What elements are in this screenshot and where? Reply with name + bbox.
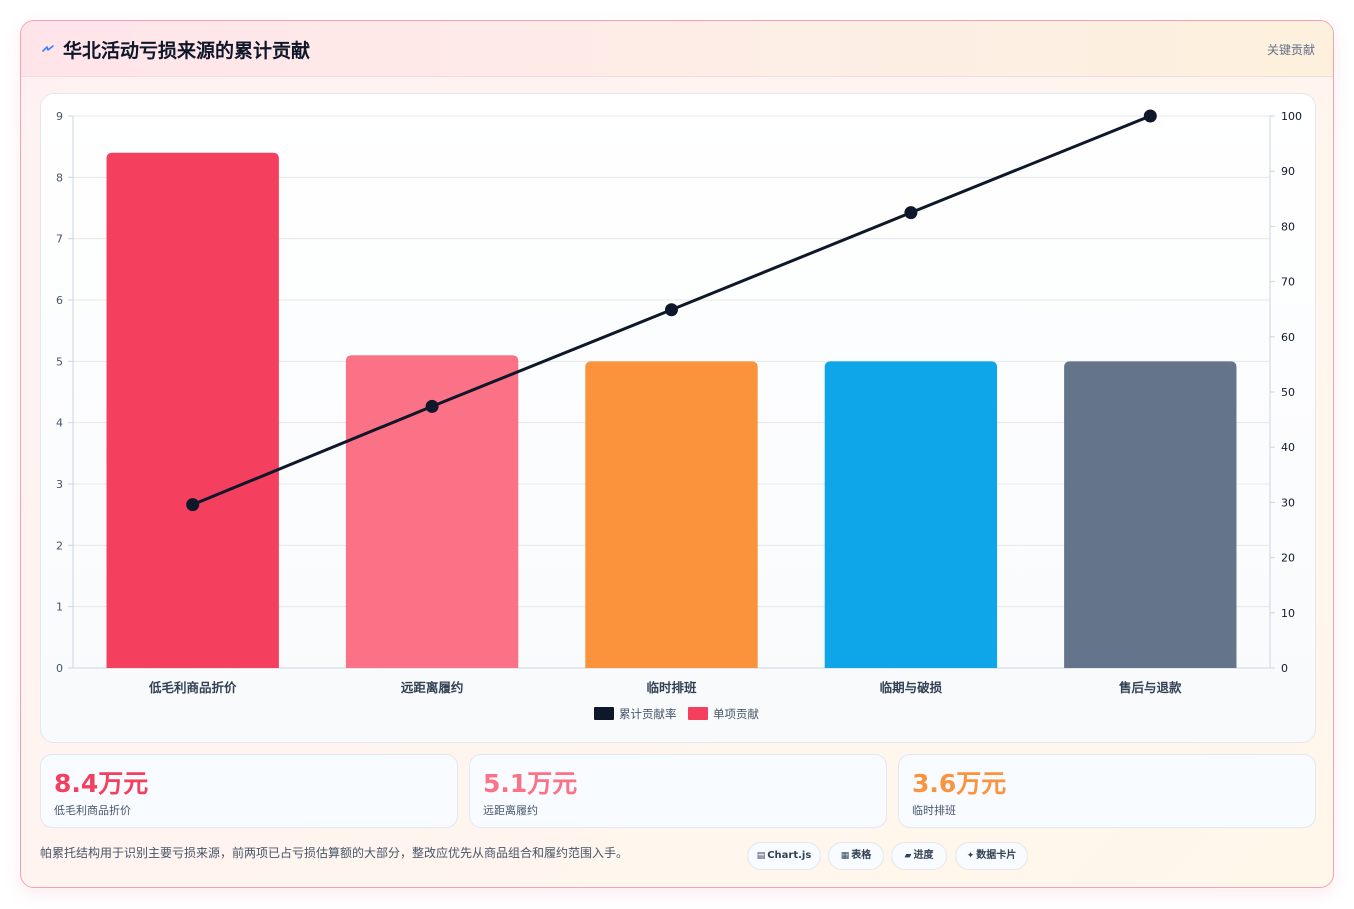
x-tick-label: 临时排班	[646, 680, 697, 695]
x-tick-label: 远距离履约	[401, 680, 464, 695]
kpi-value: 8.4万元	[54, 769, 149, 798]
bolt-icon	[42, 45, 54, 52]
kpi-label: 远距离履约	[483, 804, 538, 817]
line-point	[425, 399, 439, 413]
y-tick-label: 1	[56, 601, 63, 614]
chart-panel: 0 1 2 3 4 5 6 7 8 9 0 10 20 30 40 50 60 70 80 90 100 低毛利商品折价远…	[40, 93, 1316, 743]
y-tick-label: 5	[56, 355, 63, 368]
chip-label: 进度	[913, 850, 934, 861]
card-header: 华北活动亏损来源的累计贡献 关键贡献	[21, 21, 1333, 77]
bar	[345, 355, 519, 668]
y-tick-label: 7	[56, 233, 63, 246]
x-tick-label: 低毛利商品折价	[148, 680, 237, 695]
x-tick-label: 售后与退款	[1119, 680, 1182, 695]
kpi-card-1: 8.4万元 低毛利商品折价	[40, 754, 458, 828]
bar	[824, 361, 998, 668]
bar	[106, 152, 279, 669]
y-tick-label: 0	[56, 662, 63, 675]
y-tick-label: 6	[56, 294, 63, 307]
chip-data-card[interactable]: ✦ 数据卡片	[955, 842, 1028, 870]
legend-swatch	[688, 707, 708, 720]
chip-label: 数据卡片	[976, 850, 1017, 861]
legend-swatch	[594, 707, 614, 720]
kpi-label: 低毛利商品折价	[54, 804, 131, 817]
y2-tick-label: 70	[1281, 276, 1295, 289]
y-tick-label: 8	[56, 171, 63, 184]
kpi-card-2: 5.1万元 远距离履约	[469, 754, 887, 828]
table-icon: ▦	[840, 851, 850, 861]
chip-table[interactable]: ▦ 表格	[828, 842, 884, 870]
y2-tick-label: 0	[1281, 662, 1288, 675]
sparkle-icon: ✦	[966, 851, 975, 861]
chip-label: 表格	[851, 850, 872, 861]
legend-label: 累计贡献率	[619, 707, 677, 721]
y2-tick-label: 20	[1281, 552, 1295, 565]
y2-tick-label: 30	[1281, 496, 1295, 509]
x-tick-label: 临期与破损	[880, 680, 943, 695]
chip-progress[interactable]: ▰ 进度	[891, 842, 947, 870]
kpi-value: 5.1万元	[483, 769, 578, 798]
chart-icon: ▤	[756, 851, 766, 861]
pareto-card: 华北活动亏损来源的累计贡献 关键贡献 0 1 2 3 4 5 6 7 8 9 0 10 20 30 40 50…	[20, 20, 1334, 888]
line-point	[1143, 109, 1157, 123]
y2-tick-label: 60	[1281, 331, 1295, 344]
progress-icon: ▰	[904, 851, 912, 861]
y-tick-label: 2	[56, 539, 63, 552]
bar	[1064, 361, 1237, 668]
y-tick-label: 4	[56, 417, 63, 430]
kpi-label: 临时排班	[912, 804, 956, 817]
chip-label: Chart.js	[767, 850, 812, 861]
bar	[585, 361, 758, 668]
kpi-value: 3.6万元	[912, 769, 1007, 798]
y2-tick-label: 10	[1281, 607, 1295, 620]
header-tag: 关键贡献	[1266, 43, 1315, 57]
chip-chartjs[interactable]: ▤ Chart.js	[747, 842, 821, 870]
line-point	[904, 206, 918, 220]
legend-label: 单项贡献	[713, 707, 759, 721]
y2-tick-label: 100	[1281, 110, 1302, 123]
pareto-chart: 01234567890102030405060708090100低毛利商品折价远…	[56, 109, 1302, 721]
y2-tick-label: 80	[1281, 220, 1295, 233]
line-point	[186, 498, 200, 512]
kpi-card-3: 3.6万元 临时排班	[898, 754, 1316, 828]
y2-tick-label: 40	[1281, 441, 1295, 454]
y2-tick-label: 90	[1281, 165, 1295, 178]
y2-tick-label: 50	[1281, 386, 1295, 399]
y-tick-label: 9	[56, 110, 63, 123]
page-title: 华北活动亏损来源的累计贡献	[63, 40, 311, 62]
footer-note: 帕累托结构用于识别主要亏损来源，前两项已占亏损估算额的大部分，整改应优先从商品组…	[40, 846, 629, 860]
y-tick-label: 3	[56, 478, 63, 491]
line-point	[665, 303, 678, 317]
